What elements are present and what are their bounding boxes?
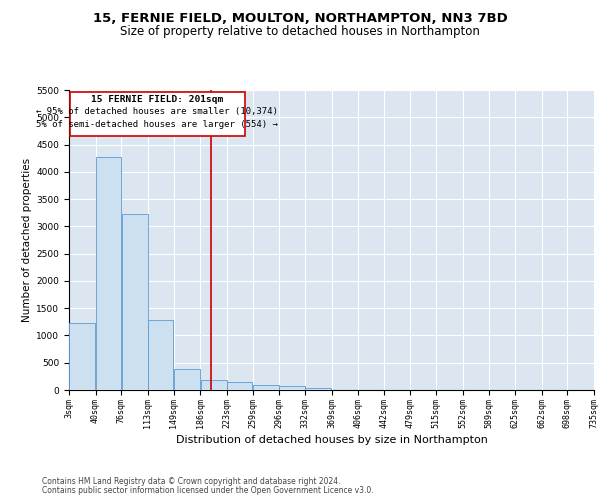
Bar bbox=[122, 214, 148, 390]
Bar bbox=[148, 320, 173, 390]
FancyBboxPatch shape bbox=[70, 92, 245, 136]
Text: 15, FERNIE FIELD, MOULTON, NORTHAMPTON, NN3 7BD: 15, FERNIE FIELD, MOULTON, NORTHAMPTON, … bbox=[92, 12, 508, 26]
Y-axis label: Number of detached properties: Number of detached properties bbox=[22, 158, 32, 322]
Text: Size of property relative to detached houses in Northampton: Size of property relative to detached ho… bbox=[120, 25, 480, 38]
Text: 5% of semi-detached houses are larger (554) →: 5% of semi-detached houses are larger (5… bbox=[36, 120, 278, 128]
Bar bbox=[69, 323, 95, 390]
Bar bbox=[96, 156, 121, 390]
Bar bbox=[227, 382, 253, 390]
Bar bbox=[280, 386, 305, 390]
Text: Contains HM Land Registry data © Crown copyright and database right 2024.: Contains HM Land Registry data © Crown c… bbox=[42, 477, 341, 486]
Text: ← 95% of detached houses are smaller (10,374): ← 95% of detached houses are smaller (10… bbox=[36, 107, 278, 116]
Bar bbox=[305, 388, 331, 390]
Bar bbox=[253, 385, 279, 390]
Bar bbox=[174, 368, 200, 390]
Text: 15 FERNIE FIELD: 201sqm: 15 FERNIE FIELD: 201sqm bbox=[91, 94, 223, 104]
Text: Contains public sector information licensed under the Open Government Licence v3: Contains public sector information licen… bbox=[42, 486, 374, 495]
X-axis label: Distribution of detached houses by size in Northampton: Distribution of detached houses by size … bbox=[176, 434, 487, 444]
Bar bbox=[200, 380, 227, 390]
